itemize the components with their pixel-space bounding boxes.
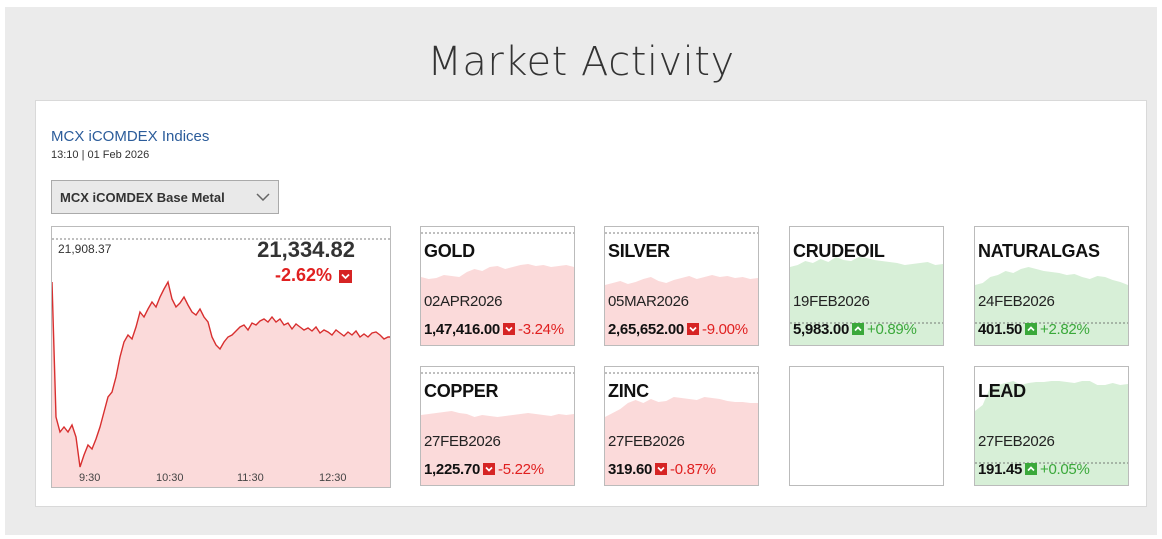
down-arrow-icon [655,463,667,475]
up-arrow-icon [1025,463,1037,475]
commodity-card-naturalgas[interactable]: NATURALGAS 24FEB2026 401.50 +2.82% [974,226,1129,346]
sparkline [790,257,943,345]
sparkline [605,232,758,345]
commodity-name: LEAD [978,381,1026,401]
commodity-expiry: 27FEB2026 [978,433,1055,450]
commodity-name: CRUDEOIL [793,241,885,261]
commodity-name: SILVER [608,241,670,261]
commodity-price: 1,225.70 [424,461,480,478]
commodity-price: 2,65,652.00 [608,321,684,338]
market-panel: MCX iCOMDEX Indices 13:10 | 01 Feb 2026 … [35,100,1147,507]
index-area [52,282,390,487]
index-chart: 21,908.37 21,334.82 -2.62% 9:30 10:30 11… [51,226,391,488]
index-title-link[interactable]: MCX iCOMDEX Indices [51,128,210,145]
commodity-name: GOLD [424,241,475,261]
commodity-change: -9.00% [702,321,748,338]
up-arrow-icon [1025,323,1037,335]
commodity-name: COPPER [424,381,499,401]
index-select[interactable]: MCX iCOMDEX Base Metal [51,180,279,214]
commodity-change: -0.87% [670,461,716,478]
commodity-change: +0.05% [1040,461,1090,478]
commodity-change: +2.82% [1040,321,1090,338]
commodity-name: ZINC [608,381,649,401]
up-arrow-icon [852,323,864,335]
sparkline [421,372,574,485]
commodity-price: 5,983.00 [793,321,849,338]
commodity-expiry: 02APR2026 [424,293,503,310]
index-chart-svg [52,238,390,487]
last-value: 21,334.82 [257,237,355,262]
sparkline [975,267,1128,345]
market-activity-section: Market Activity MCX iCOMDEX Indices 13:1… [5,7,1157,535]
time-tick: 12:30 [319,472,347,484]
commodity-card-lead[interactable]: LEAD 27FEB2026 191.45 +0.05% [974,366,1129,486]
index-select-value: MCX iCOMDEX Base Metal [60,190,225,205]
sparkline [605,372,758,485]
down-arrow-icon [483,463,495,475]
commodity-price: 191.45 [978,461,1023,478]
commodity-card-copper[interactable]: COPPER 27FEB2026 1,225.70 -5.22% [420,366,575,486]
commodity-card-gold[interactable]: GOLD 02APR2026 1,47,416.00 -3.24% [420,226,575,346]
commodity-price: 319.60 [608,461,653,478]
page-title: Market Activity [427,39,735,85]
commodity-change: +0.89% [867,321,917,338]
sparkline [421,232,574,345]
commodity-card-empty [789,366,944,486]
down-arrow-icon [687,323,699,335]
commodity-expiry: 27FEB2026 [608,433,685,450]
commodity-name: NATURALGAS [978,241,1100,261]
commodity-expiry: 05MAR2026 [608,293,689,310]
commodity-price: 401.50 [978,321,1023,338]
time-tick: 11:30 [237,472,264,484]
commodity-change: -5.22% [498,461,544,478]
commodity-expiry: 27FEB2026 [424,433,501,450]
commodity-card-zinc[interactable]: ZINC 27FEB2026 319.60 -0.87% [604,366,759,486]
chevron-down-icon [256,193,270,201]
index-timestamp: 13:10 | 01 Feb 2026 [51,149,150,161]
change-percent: -2.62% [274,265,332,285]
commodity-card-crudeoil[interactable]: CRUDEOIL 19FEB2026 5,983.00 +0.89% [789,226,944,346]
down-arrow-icon [339,270,352,283]
commodity-change: -3.24% [518,321,564,338]
index-line [52,280,390,468]
commodity-expiry: 24FEB2026 [978,293,1055,310]
commodity-price: 1,47,416.00 [424,321,500,338]
down-arrow-icon [503,323,515,335]
sparkline [975,381,1128,485]
commodity-card-silver[interactable]: SILVER 05MAR2026 2,65,652.00 -9.00% [604,226,759,346]
commodity-expiry: 19FEB2026 [793,293,870,310]
time-tick: 10:30 [156,472,184,484]
time-tick: 9:30 [79,472,101,484]
prev-close-value: 21,908.37 [58,242,112,256]
